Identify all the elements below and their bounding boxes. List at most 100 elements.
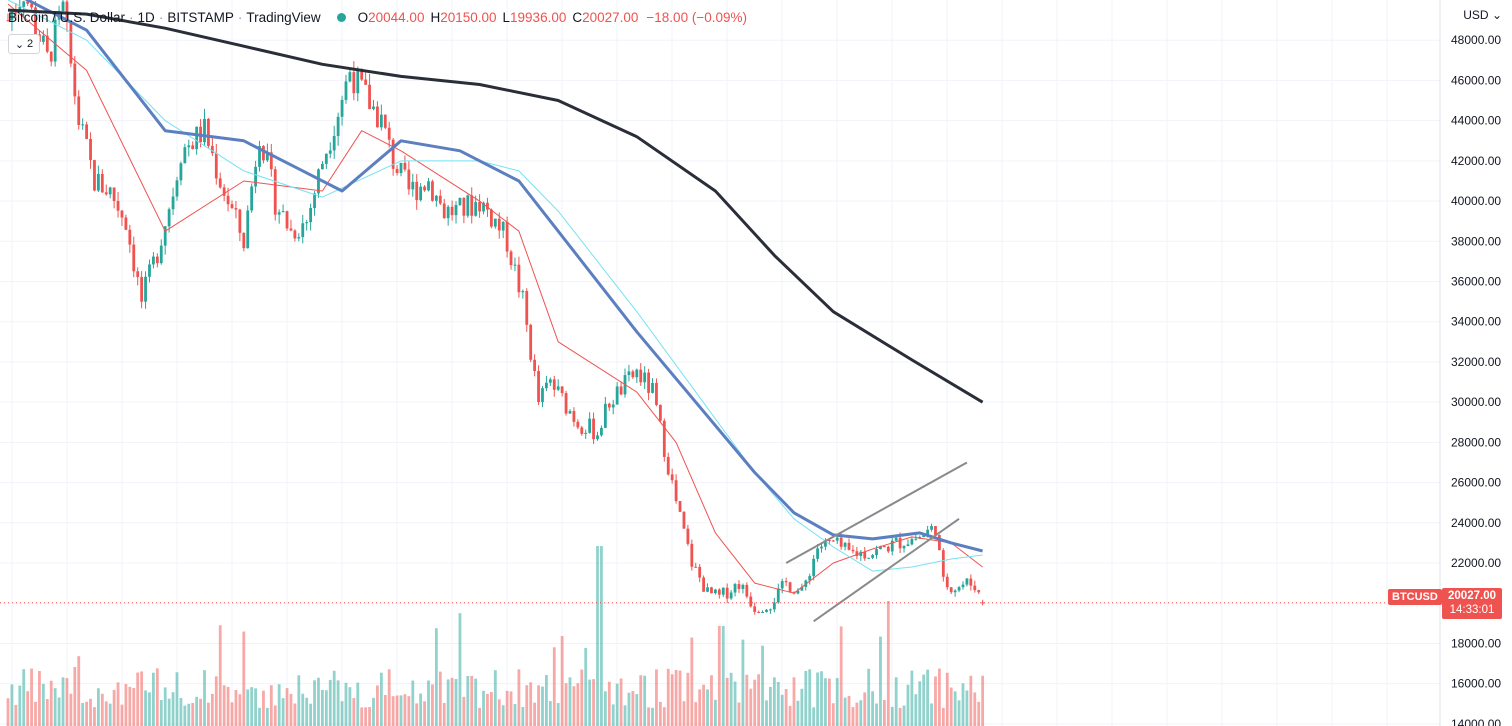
ma-blue-line[interactable] bbox=[8, 0, 983, 553]
volume-bar bbox=[116, 682, 120, 726]
volume-bar bbox=[812, 707, 816, 726]
candle-body bbox=[737, 584, 741, 589]
candle-body bbox=[847, 542, 851, 550]
volume-bar bbox=[552, 647, 556, 726]
candle-body bbox=[922, 535, 926, 538]
candle-body bbox=[505, 221, 509, 252]
interval-label[interactable]: 1D bbox=[137, 10, 155, 25]
candle-body bbox=[116, 200, 120, 211]
trendline-lower[interactable] bbox=[813, 517, 960, 623]
trendline-upper[interactable] bbox=[785, 461, 968, 564]
candle-body bbox=[757, 611, 761, 613]
candle-body bbox=[796, 590, 800, 594]
volume-bar bbox=[207, 702, 210, 726]
candle-body bbox=[855, 551, 859, 557]
volume-bar bbox=[179, 697, 183, 726]
volume-bar bbox=[159, 699, 163, 726]
candle-body bbox=[981, 602, 985, 604]
volume-bar bbox=[886, 601, 890, 726]
volume-bar bbox=[183, 705, 187, 726]
candle-body bbox=[635, 369, 639, 378]
indicators-collapse-button[interactable]: ⌄ 2 bbox=[8, 34, 40, 54]
candle-body bbox=[969, 578, 973, 586]
candle-body bbox=[281, 211, 285, 213]
volume-bar bbox=[533, 702, 537, 726]
volume-bar bbox=[710, 675, 713, 726]
candle-body bbox=[556, 386, 560, 390]
volume-bar bbox=[647, 707, 650, 726]
volume-bar bbox=[163, 687, 167, 726]
candle-body bbox=[159, 245, 163, 264]
volume-bar bbox=[230, 702, 234, 726]
candle-body bbox=[254, 166, 257, 187]
candle-body bbox=[560, 386, 564, 394]
candle-body bbox=[808, 576, 812, 581]
candle-body bbox=[627, 371, 631, 376]
volume-bar bbox=[482, 690, 485, 726]
volume-bar bbox=[804, 670, 808, 726]
volume-bar bbox=[525, 685, 529, 726]
last-price-value: 20027.00 bbox=[1448, 590, 1496, 602]
volume-bar bbox=[592, 679, 595, 726]
volume-bar bbox=[867, 668, 871, 726]
volume-bar bbox=[45, 699, 49, 726]
volume-bar bbox=[41, 683, 45, 726]
volume-bar bbox=[772, 677, 776, 726]
candle-body bbox=[973, 585, 977, 591]
candle-body bbox=[175, 180, 179, 197]
volume-bar bbox=[501, 705, 505, 726]
candle-body bbox=[407, 169, 411, 190]
candle-body bbox=[698, 566, 702, 578]
volume-bar bbox=[977, 701, 981, 726]
ma-cyan-line[interactable] bbox=[7, 0, 983, 572]
trend-channel[interactable] bbox=[785, 461, 968, 623]
candle-body bbox=[191, 145, 195, 150]
volume-bar bbox=[387, 669, 391, 726]
volume-bar bbox=[368, 707, 371, 726]
volume-bar bbox=[863, 692, 867, 726]
candle-body bbox=[482, 202, 485, 212]
candle-body bbox=[218, 178, 222, 188]
volume-bar bbox=[466, 676, 470, 726]
candle-body bbox=[615, 386, 619, 405]
y-tick-label: 42000.00 bbox=[1451, 154, 1501, 168]
candle-body bbox=[662, 420, 666, 457]
volume-bar bbox=[831, 703, 835, 726]
volume-bar bbox=[222, 685, 226, 726]
candle-body bbox=[576, 421, 580, 428]
candle-body bbox=[379, 114, 383, 128]
ma-dark-line[interactable] bbox=[7, 8, 984, 404]
ma-fast-line[interactable] bbox=[7, 3, 983, 594]
currency-selector[interactable]: USD ⌄ bbox=[1463, 8, 1502, 22]
candle-body bbox=[926, 529, 930, 536]
market-status-icon[interactable] bbox=[336, 13, 346, 22]
volume-bar bbox=[442, 703, 446, 726]
volume-bar bbox=[588, 679, 592, 726]
candle-body bbox=[879, 546, 882, 550]
candle-body bbox=[53, 19, 57, 62]
candle-body bbox=[124, 217, 128, 230]
price-axis[interactable]: 48000.00 46000.00 44000.00 42000.00 40000.00… bbox=[1439, 0, 1501, 726]
symbol-name[interactable]: Bitcoin / U.S. Dollar bbox=[8, 10, 126, 25]
candle-body bbox=[344, 81, 348, 100]
volume-bar bbox=[317, 677, 320, 726]
candle-body bbox=[434, 195, 438, 201]
volume-bar bbox=[155, 668, 159, 726]
candle-body bbox=[22, 1, 26, 7]
open-value: O20044.00 bbox=[357, 10, 425, 25]
y-tick-label: 22000.00 bbox=[1451, 556, 1501, 570]
candle-body bbox=[843, 542, 847, 547]
volume-bar bbox=[682, 701, 686, 726]
volume-bar bbox=[607, 681, 611, 726]
candle-body bbox=[297, 237, 301, 239]
exchange-label: BITSTAMP bbox=[167, 10, 234, 25]
candle-body bbox=[340, 99, 344, 117]
volume-bar bbox=[969, 675, 973, 726]
volume-bar bbox=[446, 679, 450, 726]
volume-bar bbox=[360, 707, 364, 726]
candle-body bbox=[128, 229, 132, 245]
candle-body bbox=[910, 538, 914, 545]
candle-body bbox=[875, 549, 878, 556]
